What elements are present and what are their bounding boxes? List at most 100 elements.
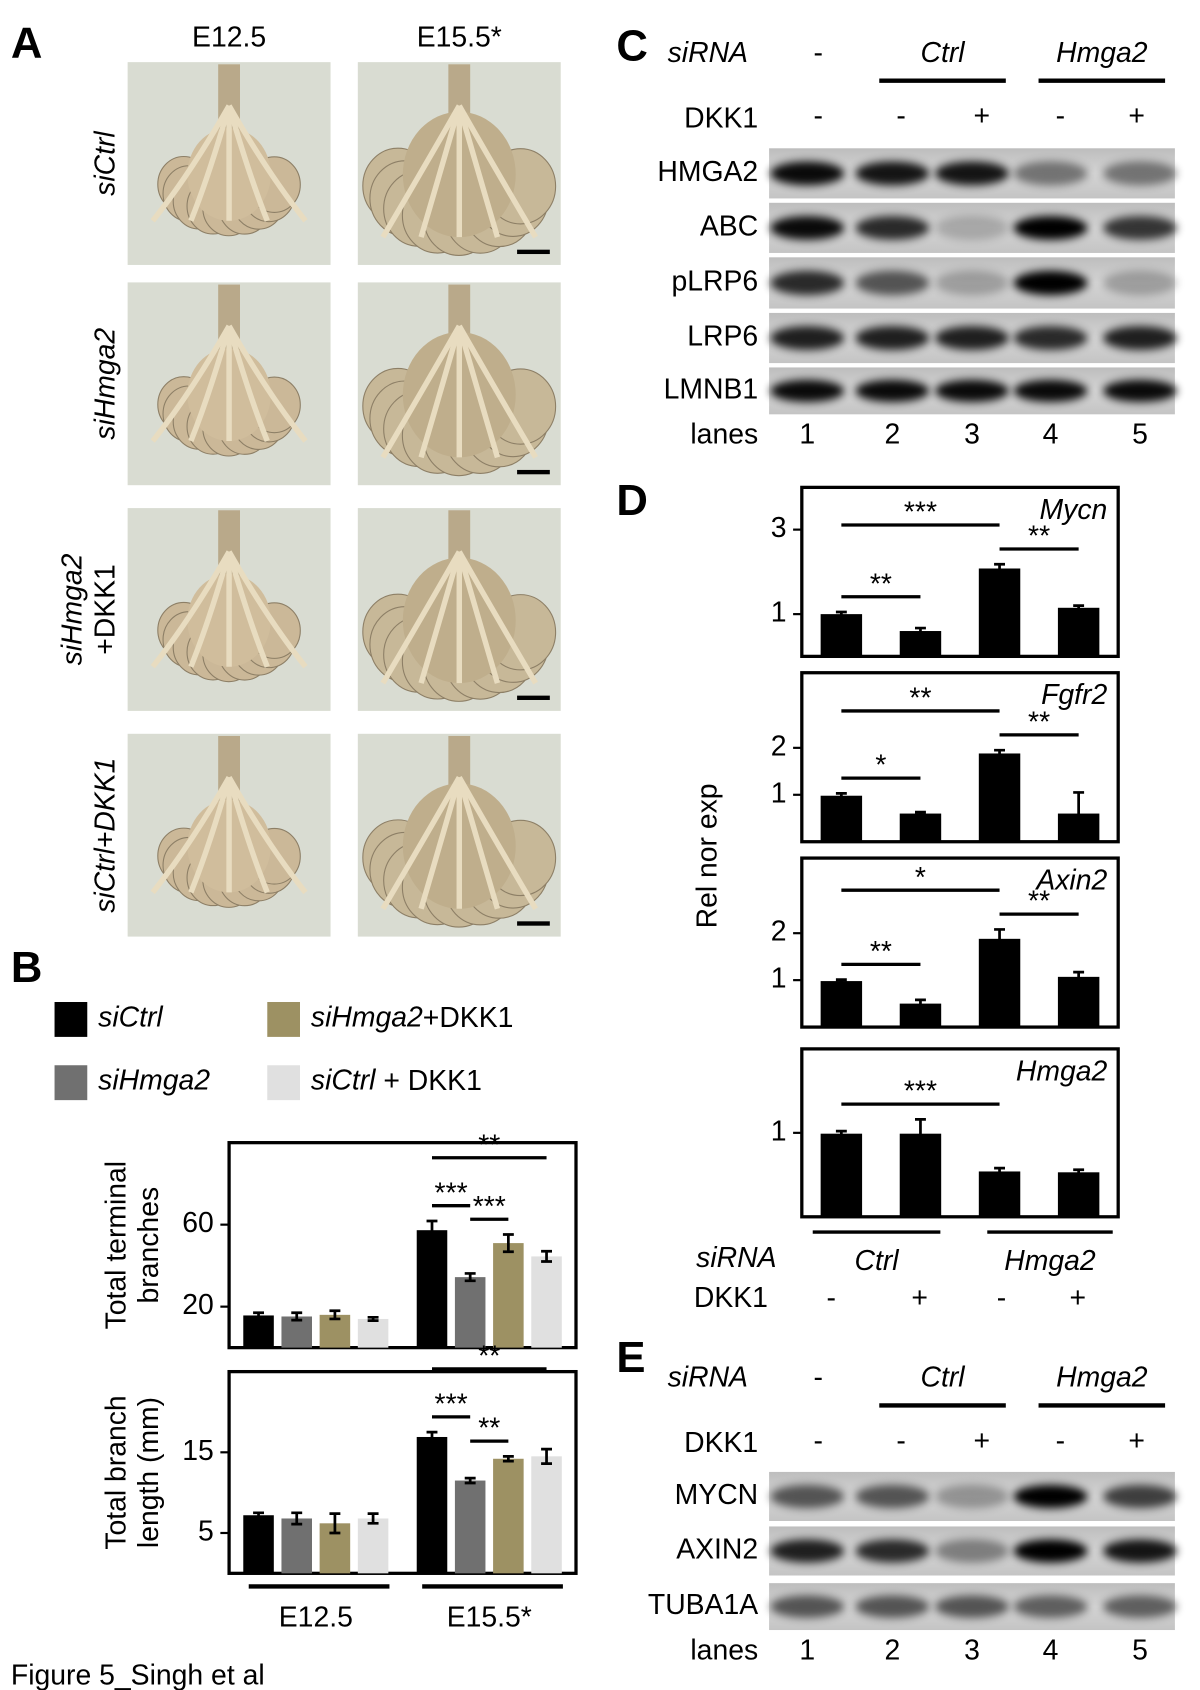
lung bbox=[362, 64, 557, 256]
scale-bar bbox=[517, 249, 550, 255]
error-bar bbox=[914, 810, 926, 817]
band bbox=[770, 325, 845, 351]
bar bbox=[978, 568, 1021, 657]
error-bar bbox=[994, 562, 1005, 575]
bar bbox=[454, 1277, 486, 1348]
bar bbox=[1057, 976, 1100, 1028]
band bbox=[1102, 270, 1178, 296]
y-tick-label: 1 bbox=[771, 963, 787, 995]
error-bar bbox=[541, 1447, 552, 1465]
y-tick-label: 1 bbox=[771, 597, 787, 629]
band bbox=[934, 1595, 1010, 1618]
band bbox=[1102, 215, 1178, 240]
x-tick-label: E12.5 bbox=[279, 1602, 353, 1634]
branch bbox=[150, 550, 232, 669]
dkk1-label: DKK1 bbox=[684, 102, 758, 134]
plot-frame bbox=[227, 1141, 578, 1350]
sirna-group: Ctrl bbox=[920, 37, 965, 69]
branch bbox=[380, 776, 462, 911]
significance-label: ** bbox=[478, 1413, 500, 1445]
error-bar bbox=[291, 1311, 303, 1322]
dkk1-sign: - bbox=[1056, 1425, 1065, 1457]
dkk1-sign: - bbox=[813, 1425, 822, 1457]
bar bbox=[531, 1456, 562, 1574]
band bbox=[770, 1539, 845, 1563]
lane-number: 3 bbox=[964, 1634, 980, 1666]
protein-label: TUBA1A bbox=[648, 1589, 758, 1621]
dkk1-sign: - bbox=[896, 100, 905, 132]
lane-number: 4 bbox=[1043, 1634, 1059, 1666]
band bbox=[934, 1484, 1010, 1509]
legend-swatch bbox=[267, 1002, 300, 1037]
error-bar bbox=[464, 1272, 476, 1283]
bar bbox=[243, 1515, 274, 1574]
dkk1-sign: - bbox=[1056, 100, 1065, 132]
legend-label: siCtrl + DKK1 bbox=[311, 1065, 482, 1097]
error-bar bbox=[367, 1315, 379, 1322]
bar bbox=[1057, 607, 1100, 657]
significance-label: ** bbox=[478, 1340, 500, 1372]
protein-label: ABC bbox=[700, 210, 758, 242]
sirna-group: - bbox=[813, 37, 822, 69]
bar bbox=[416, 1230, 448, 1348]
band bbox=[1013, 325, 1088, 351]
footer: Figure 5_Singh et al bbox=[11, 1659, 265, 1690]
bar bbox=[899, 813, 942, 842]
error-bar bbox=[541, 1249, 552, 1263]
protein-label: pLRP6 bbox=[671, 265, 758, 297]
error-bar bbox=[329, 1309, 341, 1321]
error-bar bbox=[914, 998, 926, 1009]
lung bbox=[150, 64, 308, 237]
branch bbox=[456, 550, 538, 685]
band bbox=[1102, 161, 1178, 186]
branch bbox=[226, 105, 270, 222]
branch bbox=[226, 550, 308, 669]
lanes-label: lanes bbox=[690, 1634, 758, 1666]
legend-label: siCtrl bbox=[98, 1002, 163, 1034]
branch bbox=[456, 325, 501, 459]
y-tick-label: 20 bbox=[182, 1289, 214, 1321]
branch bbox=[226, 325, 270, 443]
significance-label: ** bbox=[870, 568, 892, 600]
band bbox=[934, 1539, 1010, 1563]
bar bbox=[281, 1316, 312, 1348]
error-bar bbox=[994, 1166, 1005, 1177]
lung bbox=[150, 284, 308, 457]
y-tick-label: 3 bbox=[771, 512, 787, 544]
band bbox=[770, 1484, 845, 1509]
sirna-group: Hmga2 bbox=[1056, 1362, 1148, 1394]
branch bbox=[456, 776, 501, 910]
band bbox=[855, 1595, 930, 1618]
band bbox=[855, 270, 930, 296]
error-bar bbox=[426, 1430, 438, 1444]
bar bbox=[531, 1256, 562, 1348]
chart-title: Mycn bbox=[1040, 494, 1108, 526]
row-label: siHmga2 bbox=[89, 328, 121, 440]
row-label: siHmga2 bbox=[57, 553, 89, 665]
bar bbox=[319, 1314, 351, 1348]
sirna-group: Hmga2 bbox=[1056, 37, 1148, 69]
branch bbox=[456, 776, 538, 911]
significance-label: ** bbox=[478, 1129, 500, 1161]
plot-frame bbox=[800, 671, 1120, 844]
error-bar bbox=[914, 626, 926, 636]
y-tick-label: 2 bbox=[771, 916, 787, 948]
bar bbox=[978, 753, 1021, 842]
significance-label: ** bbox=[909, 683, 931, 715]
scale-bar bbox=[517, 695, 550, 700]
bar bbox=[978, 1171, 1021, 1217]
significance-label: * bbox=[875, 750, 886, 782]
bar bbox=[454, 1480, 486, 1574]
x-tick-label: E15.5* bbox=[447, 1602, 532, 1634]
significance-label: * bbox=[915, 862, 926, 894]
band bbox=[770, 270, 845, 296]
scale-bar bbox=[517, 469, 550, 475]
bar bbox=[820, 1133, 863, 1217]
dkk1-sign: - bbox=[997, 1282, 1006, 1314]
sirna-group: - bbox=[813, 1362, 822, 1394]
dkk1-sign: - bbox=[896, 1425, 905, 1457]
bar bbox=[357, 1518, 389, 1574]
lung bbox=[362, 735, 557, 928]
